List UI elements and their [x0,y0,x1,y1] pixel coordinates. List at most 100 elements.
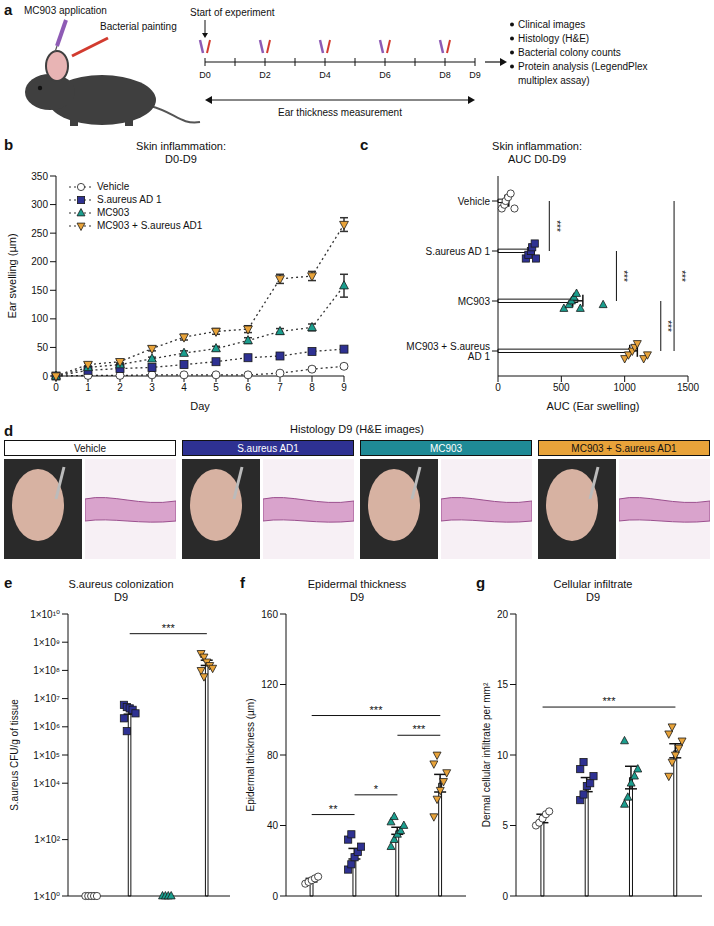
svg-text:1×10⁰: 1×10⁰ [33,891,60,902]
html-text:MC903: MC903 [429,443,463,454]
html-text:S.aureus colonization: S.aureus colonization [68,578,174,590]
html-text:D9: D9 [586,591,600,603]
svg-text:2: 2 [117,382,123,393]
svg-text:D0: D0 [199,70,211,80]
svg-text:MC903 + S.aureusAD 1: MC903 + S.aureusAD 1 [406,341,490,362]
svg-text:***: *** [551,220,562,232]
svg-text:MC903 application: MC903 application [24,5,107,16]
svg-text:0: 0 [53,382,59,393]
svg-text:1500: 1500 [677,382,700,393]
html-text:b: b [4,136,14,153]
html-text:Skin inflammation:: Skin inflammation: [492,140,582,152]
html-text:MC903 + S.aureus AD1: MC903 + S.aureus AD1 [97,220,203,231]
svg-text:1×10⁶: 1×10⁶ [33,721,60,732]
svg-text:***: *** [603,695,617,707]
html-text:S.aureus AD1: S.aureus AD1 [237,443,299,454]
svg-text:10: 10 [497,750,509,761]
html-text:Epidermal thickness: Epidermal thickness [307,578,407,590]
svg-text:Ear swelling (µm): Ear swelling (µm) [6,233,18,318]
svg-text:Epidermal thickness (µm): Epidermal thickness (µm) [245,698,256,811]
svg-text:Bacterial painting: Bacterial painting [100,21,177,32]
svg-text:250: 250 [31,228,48,239]
svg-text:Start of experiment: Start of experiment [190,7,275,18]
svg-text:160: 160 [261,609,278,620]
svg-text:Dermal cellular infiltrate per: Dermal cellular infiltrate per mm² [481,682,492,827]
svg-text:120: 120 [261,679,278,690]
svg-text:D9: D9 [469,70,481,80]
svg-text:1×10⁴: 1×10⁴ [33,778,60,789]
html-text:D9: D9 [350,591,364,603]
svg-text:150: 150 [31,285,48,296]
svg-text:Vehicle: Vehicle [458,196,491,207]
svg-text:1×10⁸: 1×10⁸ [33,665,60,676]
html-text:c: c [360,136,369,153]
svg-text:7: 7 [277,382,283,393]
svg-text:***: *** [618,270,629,282]
html-text:MC903: MC903 [97,207,130,218]
svg-text:AUC (Ear swelling): AUC (Ear swelling) [547,400,640,412]
svg-text:**: ** [329,803,338,815]
svg-text:6: 6 [245,382,251,393]
svg-text:a: a [4,1,13,18]
svg-text:1×10²: 1×10² [34,834,61,845]
svg-text:3: 3 [149,382,155,393]
html-text:S.aureus AD 1: S.aureus AD 1 [97,194,162,205]
svg-text:9: 9 [341,382,347,393]
svg-text:8: 8 [309,382,315,393]
svg-text:300: 300 [31,199,48,210]
html-text:g: g [476,574,486,591]
svg-text:4: 4 [181,382,187,393]
svg-text:Bacterial colony counts: Bacterial colony counts [518,47,621,58]
svg-text:50: 50 [37,342,49,353]
html-text:D9: D9 [114,591,128,603]
svg-text:D8: D8 [439,70,451,80]
svg-text:1×10⁵: 1×10⁵ [33,750,60,761]
svg-text:MC903: MC903 [458,296,491,307]
svg-text:1×10⁷: 1×10⁷ [34,693,61,704]
html-text:Histology D9 (H&E images): Histology D9 (H&E images) [290,423,424,435]
svg-text:100: 100 [31,313,48,324]
html-text:MC903 + S.aureus AD1: MC903 + S.aureus AD1 [571,443,677,454]
svg-text:200: 200 [31,256,48,267]
svg-text:80: 80 [267,750,279,761]
svg-text:*: * [374,783,379,795]
svg-text:Protein analysis (LegendPlex: Protein analysis (LegendPlex [518,61,648,72]
svg-text:500: 500 [553,382,570,393]
svg-text:1×10⁹: 1×10⁹ [33,637,60,648]
svg-text:1×10¹⁰: 1×10¹⁰ [30,609,60,620]
html-text:Cellular infiltrate: Cellular infiltrate [553,578,633,590]
html-text:D0-D9: D0-D9 [165,153,197,165]
svg-text:350: 350 [31,171,48,182]
svg-text:15: 15 [497,679,509,690]
svg-text:multiplex assay): multiplex assay) [518,75,590,86]
svg-text:***: *** [676,270,687,282]
svg-text:20: 20 [497,609,509,620]
svg-text:D6: D6 [379,70,391,80]
svg-text:40: 40 [267,820,279,831]
svg-text:Ear thickness measurement: Ear thickness measurement [278,107,402,118]
svg-text:***: *** [412,723,426,735]
html-text:Vehicle: Vehicle [73,443,107,454]
html-text:d: d [4,422,14,439]
svg-text:D2: D2 [259,70,271,80]
html-text:Skin inflammation:: Skin inflammation: [136,140,226,152]
svg-text:***: *** [370,704,384,716]
svg-text:***: *** [662,320,673,332]
svg-text:0: 0 [272,891,278,902]
svg-text:S.aureus AD 1: S.aureus AD 1 [426,246,491,257]
svg-text:0: 0 [495,382,501,393]
svg-text:1000: 1000 [614,382,637,393]
svg-text:***: *** [162,622,176,634]
svg-text:Clinical images: Clinical images [518,19,585,30]
svg-text:Histology (H&E): Histology (H&E) [518,33,589,44]
svg-text:Day: Day [190,400,210,412]
svg-text:5: 5 [502,820,508,831]
svg-text:0: 0 [42,371,48,382]
svg-text:1: 1 [85,382,91,393]
svg-text:D4: D4 [319,70,331,80]
svg-text:S.aureus CFU/g of tissue: S.aureus CFU/g of tissue [9,699,20,811]
html-text:Vehicle: Vehicle [97,181,130,192]
svg-text:0: 0 [502,891,508,902]
svg-text:5: 5 [213,382,219,393]
html-text:AUC D0-D9: AUC D0-D9 [508,153,566,165]
